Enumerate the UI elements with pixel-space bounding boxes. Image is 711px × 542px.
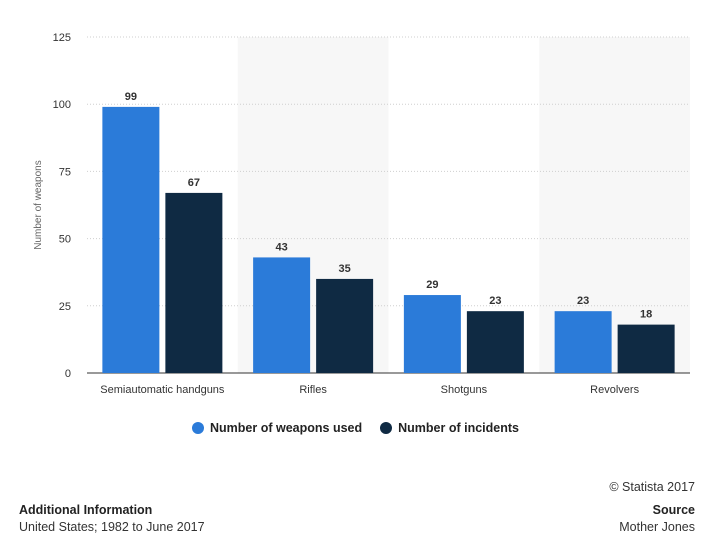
source-heading[interactable]: Source bbox=[652, 503, 695, 517]
bar bbox=[617, 324, 675, 373]
bar bbox=[165, 192, 223, 373]
data-label: 29 bbox=[426, 279, 438, 291]
data-label: 18 bbox=[640, 309, 652, 321]
legend-label: Number of incidents bbox=[398, 421, 519, 435]
legend-swatch bbox=[380, 422, 393, 434]
bar bbox=[102, 106, 160, 373]
bar bbox=[253, 257, 311, 373]
y-axis-label: Number of weapons bbox=[33, 160, 44, 250]
data-label: 23 bbox=[489, 295, 501, 307]
bar bbox=[466, 311, 524, 373]
additional-info-text: United States; 1982 to June 2017 bbox=[19, 520, 205, 534]
x-tick-label: Semiautomatic handguns bbox=[100, 384, 225, 396]
y-tick-label: 50 bbox=[59, 234, 71, 246]
bars bbox=[102, 106, 675, 373]
legend-item-weapons-used[interactable]: Number of weapons used bbox=[192, 421, 362, 435]
x-tick-label: Shotguns bbox=[441, 384, 488, 396]
y-tick-label: 125 bbox=[53, 32, 71, 44]
y-tick-label: 25 bbox=[59, 301, 71, 313]
value-labels: 99 43 29 23 67 35 23 18 bbox=[125, 91, 653, 321]
bar-chart: 0 25 50 75 100 125 99 43 29 23 67 35 23 18 Semiautom… bbox=[33, 32, 690, 396]
data-label: 23 bbox=[577, 295, 589, 307]
legend-item-incidents[interactable]: Number of incidents bbox=[380, 421, 519, 435]
legend-label: Number of weapons used bbox=[210, 421, 363, 435]
y-tick-label: 75 bbox=[59, 166, 71, 178]
bar bbox=[554, 311, 612, 373]
copyright-text[interactable]: © Statista 2017 bbox=[609, 480, 695, 494]
x-tick-label: Revolvers bbox=[590, 384, 639, 396]
data-label: 99 bbox=[125, 91, 137, 103]
source-block: Source Mother Jones bbox=[619, 502, 695, 536]
additional-information: Additional Information United States; 19… bbox=[19, 502, 205, 536]
data-label: 43 bbox=[276, 241, 288, 253]
source-text: Mother Jones bbox=[619, 520, 695, 534]
x-tick-label: Rifles bbox=[299, 384, 327, 396]
bar bbox=[316, 278, 374, 373]
additional-info-heading[interactable]: Additional Information bbox=[19, 503, 153, 517]
data-label: 35 bbox=[339, 263, 351, 275]
bar bbox=[403, 295, 461, 373]
x-axis-categories: Semiautomatic handguns Rifles Shotguns Revo… bbox=[100, 384, 639, 396]
data-label: 67 bbox=[188, 177, 200, 189]
y-tick-label: 100 bbox=[53, 99, 71, 111]
legend: Number of weapons used Number of inciden… bbox=[0, 421, 711, 435]
legend-swatch bbox=[192, 422, 205, 434]
y-tick-label: 0 bbox=[65, 368, 71, 380]
